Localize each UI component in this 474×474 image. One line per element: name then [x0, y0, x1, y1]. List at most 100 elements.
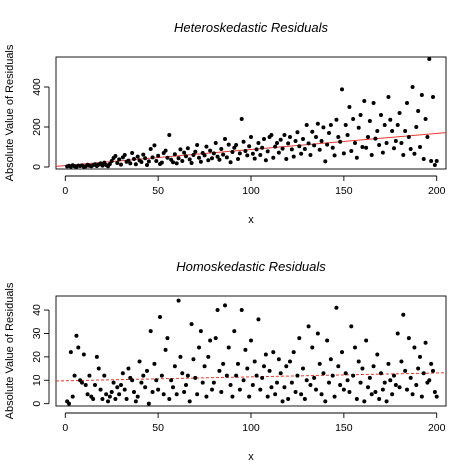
- data-point: [349, 149, 354, 153]
- data-point: [384, 399, 389, 404]
- data-point: [113, 154, 118, 158]
- data-point: [143, 385, 148, 390]
- data-point: [198, 159, 203, 164]
- x-tick-label: 50: [152, 185, 164, 197]
- data-point: [275, 141, 279, 145]
- data-point: [403, 129, 408, 133]
- data-point: [384, 141, 389, 145]
- data-point: [187, 157, 192, 162]
- data-point: [327, 131, 331, 135]
- data-point: [358, 113, 363, 117]
- data-point: [275, 380, 279, 385]
- data-point: [308, 153, 313, 157]
- data-point: [336, 364, 341, 369]
- data-point: [76, 345, 81, 350]
- data-point: [143, 156, 148, 161]
- data-point: [317, 147, 322, 152]
- data-point: [133, 162, 138, 167]
- data-point: [273, 392, 278, 397]
- data-point: [258, 153, 263, 157]
- data-point: [206, 158, 211, 163]
- data-point: [288, 359, 292, 364]
- data-point: [213, 336, 218, 341]
- data-point: [410, 392, 415, 397]
- data-point: [412, 345, 417, 350]
- data-point: [80, 380, 84, 385]
- data-point: [219, 389, 224, 394]
- data-point: [174, 392, 179, 397]
- data-point: [278, 137, 283, 142]
- data-point: [332, 394, 337, 399]
- data-point: [267, 368, 272, 373]
- data-point: [304, 123, 309, 127]
- data-point: [284, 157, 289, 161]
- data-point: [392, 373, 396, 378]
- data-point: [299, 392, 304, 397]
- data-point: [405, 101, 409, 105]
- data-point: [232, 329, 237, 334]
- data-point: [139, 380, 144, 385]
- data-point: [349, 324, 354, 329]
- data-point: [434, 394, 439, 399]
- data-point: [245, 366, 250, 371]
- data-point: [380, 150, 385, 155]
- data-point: [202, 364, 207, 369]
- data-point: [178, 354, 183, 359]
- data-point: [169, 378, 174, 383]
- data-point: [282, 133, 287, 137]
- x-tick-label: 50: [152, 422, 164, 434]
- data-point: [401, 153, 406, 157]
- data-point: [146, 401, 151, 406]
- data-point: [228, 160, 233, 165]
- data-point: [67, 401, 71, 406]
- data-point: [414, 125, 419, 129]
- data-point: [85, 392, 90, 397]
- data-point: [354, 155, 359, 160]
- x-tick-label: 200: [428, 185, 446, 197]
- data-point: [156, 387, 161, 392]
- data-point: [302, 396, 307, 401]
- data-point: [265, 394, 270, 399]
- data-point: [115, 161, 120, 165]
- data-point: [211, 151, 216, 156]
- data-point: [226, 345, 231, 350]
- data-point: [195, 392, 200, 397]
- data-point: [119, 162, 123, 167]
- data-point: [362, 399, 367, 404]
- data-point: [310, 129, 315, 134]
- data-point: [174, 161, 179, 166]
- data-point: [395, 331, 400, 336]
- data-point: [419, 93, 424, 97]
- data-point: [135, 394, 140, 399]
- data-point: [405, 387, 409, 392]
- data-point: [202, 153, 207, 158]
- data-point: [367, 375, 372, 380]
- data-point: [165, 336, 170, 341]
- data-point: [262, 364, 266, 369]
- data-point: [393, 139, 398, 143]
- data-point: [423, 340, 428, 345]
- data-point: [184, 382, 188, 387]
- data-point: [145, 163, 149, 167]
- data-point: [427, 57, 432, 61]
- data-point: [341, 151, 346, 156]
- data-point: [265, 149, 270, 154]
- data-point: [152, 361, 157, 366]
- data-point: [141, 373, 146, 378]
- data-point: [182, 150, 187, 155]
- data-point: [180, 371, 185, 376]
- data-point: [191, 153, 196, 157]
- data-point: [223, 303, 227, 308]
- data-point: [351, 373, 356, 378]
- data-point: [386, 95, 391, 99]
- data-point: [371, 101, 376, 105]
- data-point: [291, 350, 296, 355]
- data-point: [364, 145, 369, 150]
- data-point: [369, 392, 374, 397]
- data-point: [366, 385, 370, 390]
- data-point: [117, 392, 122, 397]
- data-point: [130, 378, 135, 383]
- data-point: [156, 153, 161, 158]
- y-tick-label: 0: [31, 164, 43, 170]
